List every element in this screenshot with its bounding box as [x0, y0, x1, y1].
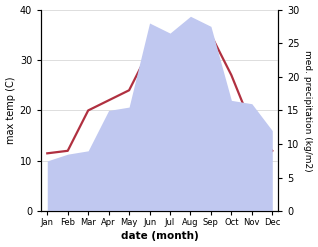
Y-axis label: med. precipitation (kg/m2): med. precipitation (kg/m2) [303, 50, 313, 171]
Y-axis label: max temp (C): max temp (C) [5, 77, 16, 144]
X-axis label: date (month): date (month) [121, 231, 199, 242]
